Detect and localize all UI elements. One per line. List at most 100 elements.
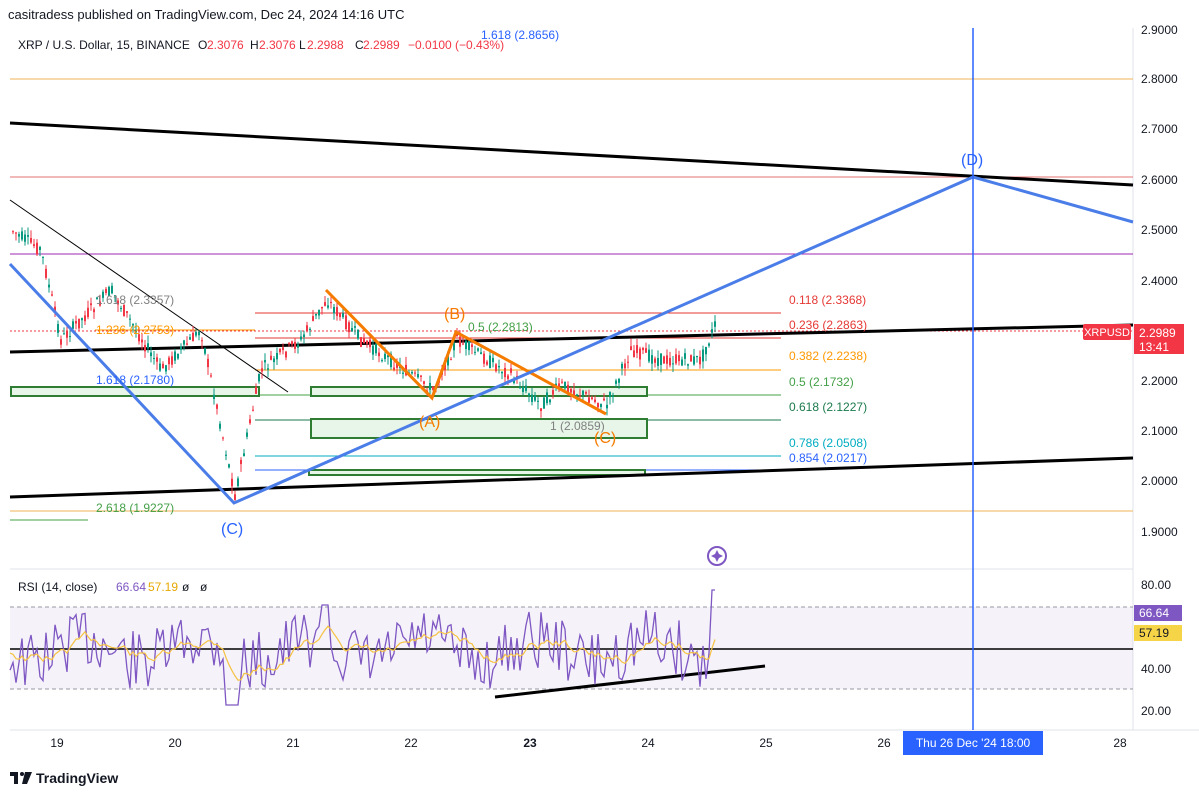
candle-body [243,453,245,457]
candle-body [24,234,26,242]
candle-body [585,391,587,394]
candle-body [312,315,314,321]
legend-header[interactable]: XRP / U.S. Dollar, 15, BINANCE O 2.3076 … [18,38,504,52]
candle-body [285,351,287,358]
candle-body [288,343,290,345]
candle-body [603,398,605,401]
candle-body [219,423,221,429]
candle-body [264,360,266,363]
time-axis[interactable]: 19 20 21 22 23 24 25 26 28 [50,736,1127,750]
candle-body [225,454,227,456]
candle-body [621,363,623,369]
candle-body [705,346,707,355]
fib-right-label: 0.118 (2.3368) [789,293,866,307]
candle-body [108,286,110,297]
price-badge: XRPUSD 2.2989 13:41 [1083,324,1184,354]
candle-body [294,341,296,349]
blue-wave[interactable] [8,175,1134,505]
candle-body [525,385,527,391]
time-axis-label: 20 [168,736,182,750]
candle-body [102,291,104,298]
crosshair-date: Thu 26 Dec '24 18:00 [916,736,1031,750]
fib-left-label: 2.618 (1.9227) [96,501,174,515]
open-value: 2.3076 [207,38,244,52]
candle-body [228,464,230,468]
candle-body [306,325,308,331]
candle-body [66,330,68,338]
candle-body [594,399,596,402]
candle-body [528,393,530,396]
candle-body [693,356,695,365]
candle-body [708,343,710,346]
candle-body [69,336,71,338]
candle-body [627,361,629,363]
candle-body [42,256,44,258]
candle-body [150,352,152,357]
candle-body [432,386,434,390]
candle-body [339,313,341,318]
candle-body [597,403,599,408]
candle-body [498,366,500,368]
candle-body [546,392,548,404]
rsi-axis[interactable]: 80.00 40.00 20.00 [1141,578,1171,718]
candle-body [174,351,176,361]
candle-body [84,315,86,322]
candle-body [315,313,317,316]
candle-body [114,295,116,297]
price-pane[interactable] [10,28,1133,568]
candle-body [636,345,638,354]
candle-body [246,432,248,437]
candle-body [618,379,620,383]
candle-body [36,242,38,255]
candle-body [81,318,83,321]
candle-body [615,380,617,384]
high-label: H [250,38,259,52]
candle-body [372,345,374,355]
time-axis-label: 23 [523,736,537,750]
candle-body [129,318,131,320]
publish-info: casitradess published on TradingView.com… [8,7,405,22]
rsi-axis-label: 80.00 [1141,578,1171,592]
candle-body [375,343,377,354]
candle-body [402,372,404,374]
candle-body [420,375,422,377]
candle-body [336,307,338,316]
price-badge-price: 2.2989 [1139,326,1176,340]
sparkle-icon[interactable] [707,546,727,566]
price-axis[interactable]: 2.90002.80002.70002.60002.50002.40002.30… [1141,23,1178,539]
candle-body [180,346,182,350]
close-value: 2.2989 [363,38,400,52]
time-axis-label: 19 [50,736,64,750]
price-candles[interactable] [12,227,716,501]
candle-body [423,381,425,384]
tradingview-logo-icon [10,772,32,784]
tradingview-footer[interactable]: TradingView [10,770,118,786]
trendline-thin[interactable] [9,199,289,393]
candle-body [324,302,326,306]
fib-left-labels: 1.618 (2.8656) 1.618 (2.3357) 1.236 (2.275… [96,28,605,515]
rsi-legend[interactable]: RSI (14, close) 66.64 57.19 ø ø [18,580,208,594]
rsi-trendline[interactable] [494,664,766,699]
candle-body [390,353,392,368]
candle-body [216,404,218,409]
candle-body [630,346,632,351]
price-axis-label: 2.7000 [1141,122,1178,136]
candle-body [378,352,380,357]
candle-body [240,459,242,465]
candle-body [444,363,446,371]
candle-body [540,408,542,412]
fib-left-label: 1.618 (2.8656) [481,28,559,42]
candle-body [303,334,305,337]
trendline-lower[interactable] [9,456,1134,499]
candle-body [93,309,95,313]
close-label: C [355,38,364,52]
trendline-upper[interactable] [9,121,1134,187]
candle-body [78,318,80,329]
fib-left-label: 0.5 (2.2813) [468,320,533,334]
candle-body [471,344,473,348]
candle-body [249,419,251,424]
candle-body [579,395,581,397]
candle-body [624,363,626,369]
trendline-middle[interactable] [9,323,1134,354]
